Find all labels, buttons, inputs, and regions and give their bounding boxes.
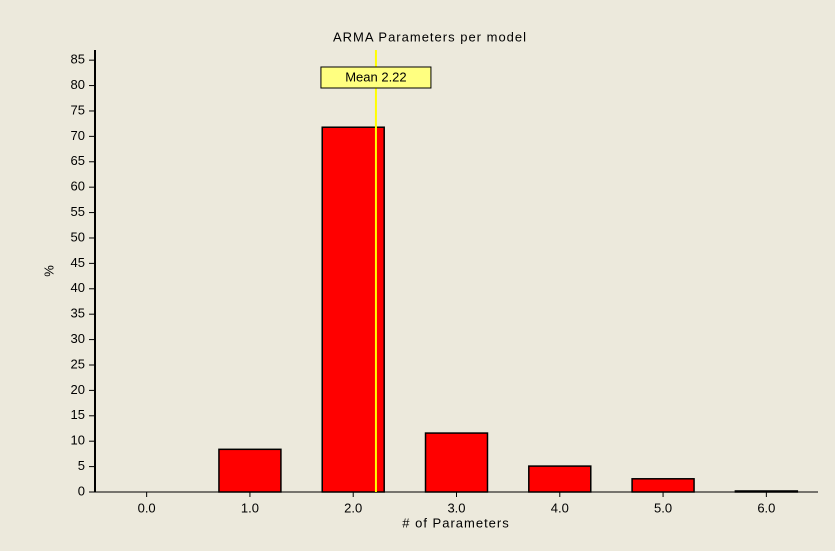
- y-tick-label: 85: [71, 52, 85, 67]
- y-tick-label: 65: [71, 153, 85, 168]
- y-tick-label: 50: [71, 229, 85, 244]
- y-tick-label: 70: [71, 128, 85, 143]
- y-tick-label: 45: [71, 255, 85, 270]
- y-tick-label: 20: [71, 382, 85, 397]
- y-tick-label: 15: [71, 407, 85, 422]
- x-tick-label: 3.0: [447, 500, 465, 515]
- x-tick-label: 1.0: [241, 500, 259, 515]
- bar: [631, 478, 695, 493]
- y-tick-label: 10: [71, 433, 85, 448]
- bar: [424, 432, 489, 493]
- x-tick-label: 5.0: [654, 500, 672, 515]
- y-tick-label: 75: [71, 102, 85, 117]
- y-tick-label: 55: [71, 204, 85, 219]
- x-tick-label: 2.0: [344, 500, 362, 515]
- y-tick-label: 35: [71, 306, 85, 321]
- y-tick-label: 0: [78, 483, 85, 498]
- x-axis-label: # of Parameters: [402, 515, 510, 530]
- y-axis-label: %: [41, 265, 56, 277]
- y-tick-label: 80: [71, 77, 85, 92]
- x-tick-label: 6.0: [757, 500, 775, 515]
- bar: [321, 126, 385, 493]
- y-tick-label: 5: [78, 458, 85, 473]
- mean-label-box: [320, 66, 432, 89]
- y-tick-label: 60: [71, 179, 85, 194]
- bar: [218, 448, 282, 493]
- y-tick-label: 40: [71, 280, 85, 295]
- chart-title: ARMA Parameters per model: [333, 29, 527, 44]
- x-tick-label: 4.0: [551, 500, 569, 515]
- bar: [528, 465, 592, 493]
- y-tick-label: 25: [71, 356, 85, 371]
- bar: [734, 490, 799, 493]
- mean-label: Mean 2.22: [345, 69, 406, 84]
- y-tick-label: 30: [71, 331, 85, 346]
- x-tick-label: 0.0: [138, 500, 156, 515]
